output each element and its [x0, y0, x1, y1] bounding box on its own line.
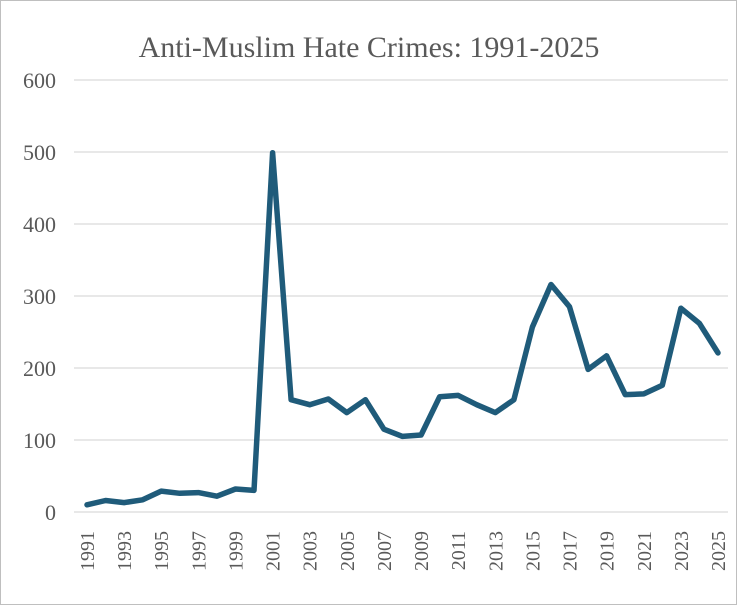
- x-tick-label: 2011: [448, 531, 470, 570]
- series-layer: [84, 149, 721, 508]
- x-tick-label: 2009: [411, 531, 433, 571]
- y-tick-label: 300: [23, 284, 56, 309]
- y-tick-label: 100: [23, 428, 56, 453]
- y-tick-label: 400: [23, 212, 56, 237]
- y-tick-label: 200: [23, 356, 56, 381]
- x-tick-label: 2023: [671, 531, 693, 571]
- x-tick-label: 2007: [374, 531, 396, 571]
- series-line: [84, 149, 721, 508]
- x-tick-label: 2021: [634, 531, 656, 571]
- x-tick-label: 1999: [225, 531, 247, 571]
- x-tick-label: 2019: [597, 531, 619, 571]
- x-tick-label: 1991: [77, 531, 99, 571]
- x-tick-label: 2005: [337, 531, 359, 571]
- y-tick-label: 500: [23, 140, 56, 165]
- y-axis-ticks: 0 100 200 300 400 500 600: [23, 68, 56, 525]
- x-tick-label: 2003: [300, 531, 322, 571]
- x-tick-label: 1997: [188, 531, 210, 571]
- x-tick-label: 2013: [485, 531, 507, 571]
- x-axis-ticks: 1991 1993 1995 1997 1999 2001 2003 2005 2007 2009…: [77, 531, 730, 571]
- x-tick-label: 2017: [560, 531, 582, 571]
- x-tick-label: 2025: [708, 531, 730, 571]
- x-tick-label: 1993: [114, 531, 136, 571]
- y-tick-label: 0: [45, 500, 56, 525]
- x-tick-label: 2001: [263, 531, 285, 571]
- x-tick-label: 1995: [151, 531, 173, 571]
- x-tick-label: 2015: [522, 531, 544, 571]
- y-tick-label: 600: [23, 68, 56, 93]
- chart-title: Anti-Muslim Hate Crimes: 1991-2025: [139, 31, 600, 64]
- gridlines: [74, 79, 728, 513]
